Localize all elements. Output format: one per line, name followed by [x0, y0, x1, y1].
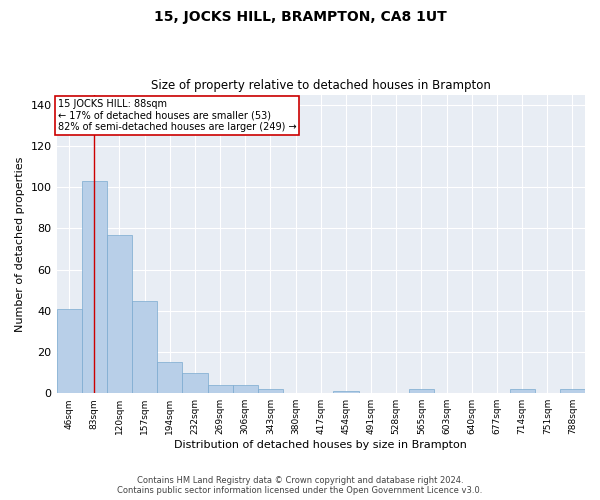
- Bar: [56, 309, 82, 393]
- Title: Size of property relative to detached houses in Brampton: Size of property relative to detached ho…: [151, 79, 491, 92]
- Y-axis label: Number of detached properties: Number of detached properties: [15, 156, 25, 332]
- Bar: [509, 389, 535, 393]
- Bar: [132, 300, 157, 393]
- Bar: [107, 234, 132, 393]
- Bar: [157, 362, 182, 393]
- Text: 15, JOCKS HILL, BRAMPTON, CA8 1UT: 15, JOCKS HILL, BRAMPTON, CA8 1UT: [154, 10, 446, 24]
- Text: Contains HM Land Registry data © Crown copyright and database right 2024.
Contai: Contains HM Land Registry data © Crown c…: [118, 476, 482, 495]
- X-axis label: Distribution of detached houses by size in Brampton: Distribution of detached houses by size …: [175, 440, 467, 450]
- Text: 15 JOCKS HILL: 88sqm
← 17% of detached houses are smaller (53)
82% of semi-detac: 15 JOCKS HILL: 88sqm ← 17% of detached h…: [58, 98, 296, 132]
- Bar: [560, 389, 585, 393]
- Bar: [208, 385, 233, 393]
- Bar: [182, 372, 208, 393]
- Bar: [82, 181, 107, 393]
- Bar: [334, 391, 359, 393]
- Bar: [409, 389, 434, 393]
- Bar: [258, 389, 283, 393]
- Bar: [233, 385, 258, 393]
